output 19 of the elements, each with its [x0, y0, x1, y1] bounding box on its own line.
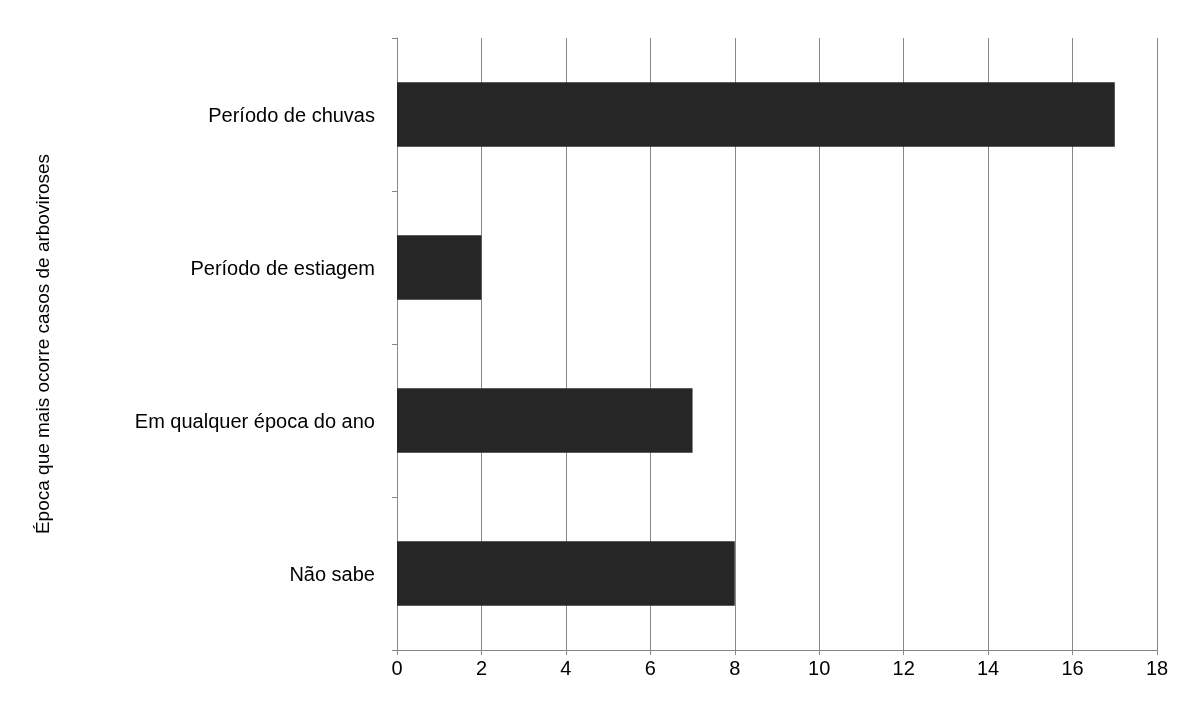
- y-axis-title: Época que mais ocorre casos de arboviroses: [32, 153, 53, 535]
- x-tick-label: 16: [1061, 657, 1084, 679]
- x-tick-label: 0: [391, 657, 403, 679]
- y-tick-label: Não sabe: [289, 562, 375, 585]
- bar: [397, 388, 693, 453]
- y-tick-label: Período de estiagem: [190, 256, 375, 279]
- x-tick-label: 6: [644, 657, 656, 679]
- bar: [397, 235, 482, 300]
- x-tick-label: 18: [1145, 657, 1169, 679]
- x-tick-label: 10: [808, 657, 831, 679]
- x-tick-label: 14: [976, 657, 1000, 679]
- x-tick-label: 4: [560, 657, 572, 679]
- bar: [397, 541, 735, 606]
- x-tick-label: 12: [892, 657, 915, 679]
- y-tick-label: Em qualquer época do ano: [134, 409, 375, 432]
- bar: [397, 82, 1115, 147]
- x-tick-label: 2: [475, 657, 488, 679]
- x-tick-label: 8: [729, 657, 741, 679]
- y-tick-label: Período de chuvas: [208, 103, 375, 126]
